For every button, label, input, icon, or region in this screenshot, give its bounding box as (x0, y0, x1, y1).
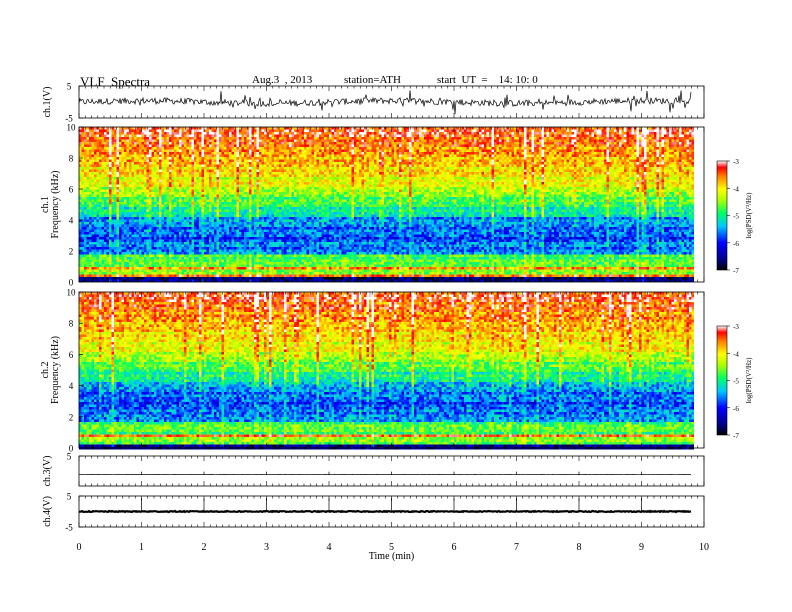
ch1-spec-ytick-label: 0 (69, 278, 74, 288)
ch1-wave-ytick-label: -5 (65, 114, 73, 124)
ch1-spec-ytick-label: 8 (69, 154, 74, 164)
xtick-label: 6 (452, 542, 457, 553)
ch1-spec-colorbar-tick-label: -3 (733, 158, 739, 166)
ch2-spec-ytick-label: 8 (69, 319, 74, 329)
ch1-spec-ytick-label: 10 (67, 123, 77, 133)
ch1-wave-ylabel: ch.1(V) (42, 87, 53, 118)
ch1-spec-ylabel: Frequency (kHz) (50, 170, 61, 238)
xtick-label: 2 (202, 542, 207, 553)
ch4-wave-ytick-label: 5 (67, 492, 72, 502)
xtick-label: 1 (139, 542, 144, 553)
station-label: station=ATH (344, 74, 401, 86)
ch1-spec-colorbar-tick-label: -4 (733, 185, 739, 193)
ch2-spec-ytick-label: 2 (69, 412, 74, 422)
xtick-label: 10 (699, 542, 709, 553)
ch2-spec-colorbar-tick-label: -7 (733, 432, 739, 440)
ch2-spec-ytick-label: 4 (69, 381, 74, 391)
ch1-spec-colorbar-label: log(PSD(V²/Hz) (745, 192, 753, 239)
xtick-label: 0 (77, 542, 82, 553)
ch1-spec-colorbar-tick-label: -6 (733, 240, 739, 248)
xtick-label: 8 (577, 542, 582, 553)
ch2-spec-colorbar (716, 325, 728, 436)
ch2-spec-ytick-label: 6 (69, 350, 74, 360)
xtick-label: 5 (389, 542, 394, 553)
ch2-spec-ytick-label: 10 (67, 288, 77, 298)
ch2-spec-colorbar-tick-label: -4 (733, 350, 739, 358)
ch2-spec-ytick-label: 0 (69, 444, 74, 454)
ch4-wave-ylabel: ch.4(V) (42, 496, 53, 527)
xtick-label: 9 (639, 542, 644, 553)
ch4-wave-trace (78, 509, 692, 514)
ch3-wave-ytick-label: 5 (67, 452, 72, 462)
ch2-spec-colorbar-tick-label: -5 (733, 378, 739, 386)
ch4-wave-ytick-label: -5 (65, 523, 73, 533)
ch2-spec-heatmap-cells (79, 292, 694, 450)
date-label: Aug.3 , 2013 (252, 74, 312, 86)
ch1-spec-colorbar-tick-label: -7 (733, 267, 739, 275)
start-time-label: start UT = 14: 10: 0 (437, 74, 538, 86)
ch2-spec-colorbar-tick-label: -6 (733, 405, 739, 413)
ch1-spec-ytick-label: 2 (69, 247, 74, 257)
ch1-wave-trace (78, 90, 692, 115)
ch1-spec-heatmap-cells (79, 127, 694, 282)
ch2-spec-channel-label: ch.2 (40, 362, 51, 379)
ch2-spec-colorbar-label: log(PSD(V²/Hz) (745, 357, 753, 404)
figure-title: VLF Spectra (80, 74, 150, 90)
ch3-wave-ylabel: ch.3(V) (42, 456, 53, 487)
x-axis-label: Time (min) (369, 551, 414, 562)
ch1-wave-ytick-label: 5 (67, 82, 72, 92)
ch1-spec-channel-label: ch.1 (40, 196, 51, 213)
ch1-spec-colorbar (716, 160, 728, 271)
ch2-spec-colorbar-tick-label: -3 (733, 323, 739, 331)
ch1-spec-ytick-label: 6 (69, 185, 74, 195)
xtick-label: 7 (514, 542, 519, 553)
ch1-spec-ytick-label: 4 (69, 216, 74, 226)
xtick-label: 3 (264, 542, 269, 553)
xtick-label: 4 (327, 542, 332, 553)
ch1-spec-colorbar-tick-label: -5 (733, 213, 739, 221)
ch2-spec-ylabel: Frequency (kHz) (50, 336, 61, 404)
